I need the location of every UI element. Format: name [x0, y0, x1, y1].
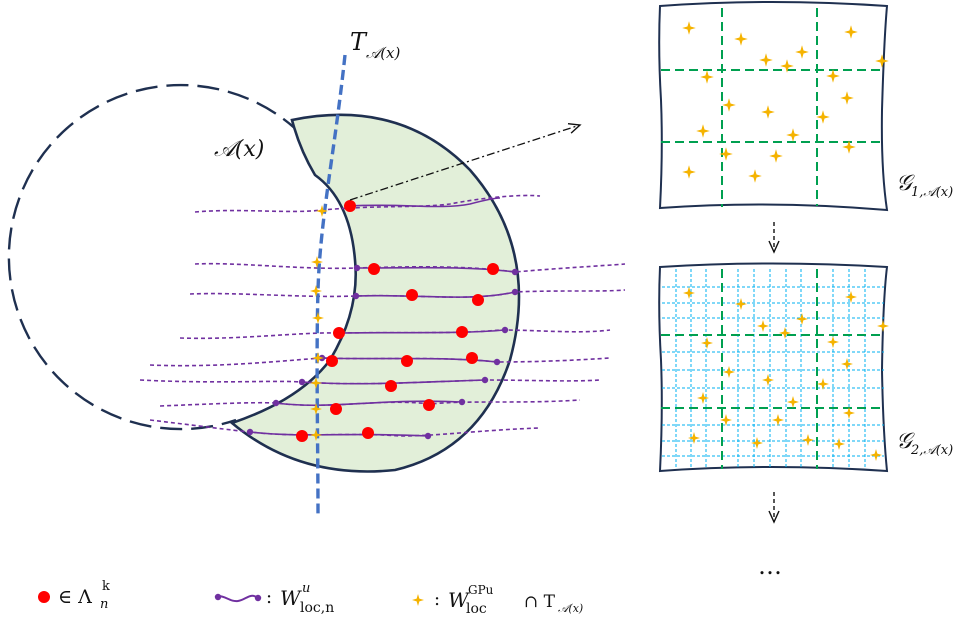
grid1-label-G: 𝒢 — [896, 171, 915, 196]
grid2-coarse-lines — [661, 269, 884, 469]
grid1-border — [658, 1, 889, 212]
legend-dot-sup: k — [102, 579, 110, 594]
legend-star-sub: loc — [466, 601, 487, 617]
legend-curve-sub: loc,n — [300, 600, 334, 616]
unstable-curves — [139, 194, 626, 437]
grid2-border — [658, 262, 889, 473]
legend-star — [412, 594, 424, 606]
legend-star-sup: GPu — [468, 583, 494, 597]
curve-4-solid — [337, 329, 506, 334]
grid2-fine-lines — [662, 269, 884, 469]
curve-8-solid — [249, 431, 429, 437]
legend-dot-sub: n — [100, 597, 108, 612]
grid-panel-2: 𝒢 2,𝒜(x) — [658, 262, 953, 473]
legend-star-W: W — [448, 588, 470, 612]
dashed-circle — [7, 83, 301, 431]
legend-curve-sample — [214, 593, 262, 603]
grid2-label-sub: 2,𝒜(x) — [910, 443, 953, 458]
tangent-label-sub: 𝒜(x) — [366, 44, 401, 62]
curve-3-solid — [355, 291, 516, 298]
region-label-A: 𝒜(x) — [214, 137, 264, 162]
curve-7-solid — [275, 400, 463, 407]
crescent-region — [229, 113, 521, 473]
legend-curve-colon: : — [266, 587, 272, 608]
legend: ∈ Λ k n : W u loc,n : W GPu loc ∩ T 𝒜(x) — [38, 579, 583, 617]
legend-star-cap-sub: 𝒜(x) — [558, 602, 583, 615]
red-points — [296, 200, 499, 442]
legend-star-colon: : — [434, 589, 440, 610]
legend-red-dot — [38, 591, 50, 603]
legend-dot-text: ∈ Λ — [58, 586, 92, 608]
grid1-label-sub: 1,𝒜(x) — [911, 185, 953, 200]
legend-curve-sup: u — [302, 581, 310, 596]
curve-1-solid — [349, 197, 501, 208]
legend-star-cap: ∩ T — [524, 592, 556, 612]
curve-nodes — [246, 264, 519, 440]
tangent-label-T: T — [350, 28, 368, 56]
grid-panel-1: 𝒢 1,𝒜(x) — [658, 1, 953, 212]
legend-curve-W: W — [280, 586, 302, 610]
curve-1 — [194, 194, 541, 213]
curve-2 — [194, 262, 626, 273]
grid2-label-G: 𝒢 — [896, 429, 915, 454]
ellipsis: … — [758, 552, 782, 580]
curve-8 — [149, 419, 541, 437]
tangent-line — [315, 54, 347, 516]
